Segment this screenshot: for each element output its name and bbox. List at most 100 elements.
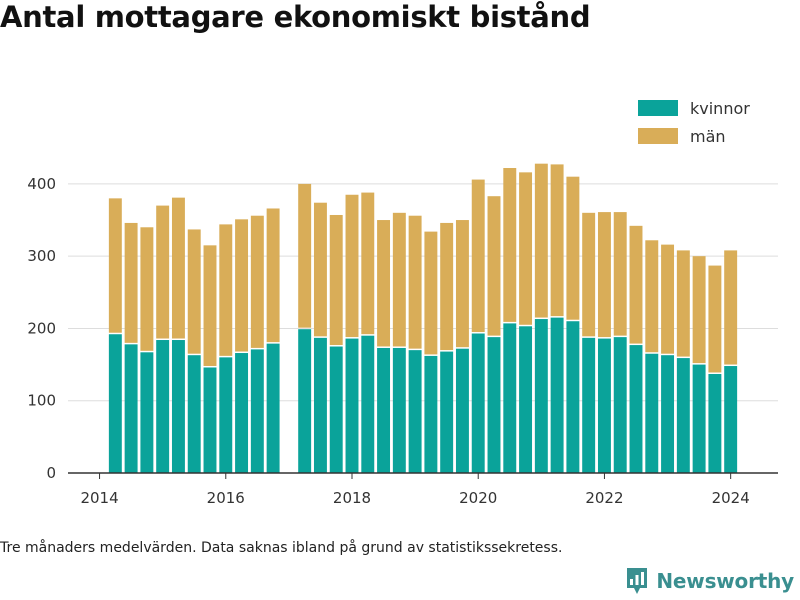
bar-kvinnor	[329, 346, 343, 473]
bar-kvinnor	[582, 337, 596, 473]
bar-man	[487, 196, 501, 336]
bar-kvinnor	[250, 349, 264, 473]
x-tick-label: 2014	[80, 489, 118, 507]
x-tick-label: 2022	[585, 489, 623, 507]
bar-kvinnor	[156, 340, 170, 473]
bar-man	[235, 219, 249, 352]
bar-kvinnor	[377, 347, 391, 473]
bar-man	[597, 212, 611, 338]
bar-man	[661, 244, 675, 354]
bar-man	[534, 163, 548, 318]
bar-man	[361, 192, 375, 335]
bar-kvinnor	[440, 351, 454, 473]
bar-kvinnor	[613, 337, 627, 473]
bar-man	[566, 176, 580, 320]
bar-man	[250, 215, 264, 348]
bar-man	[392, 212, 406, 347]
legend-label: kvinnor	[690, 99, 750, 118]
bar-kvinnor	[519, 326, 533, 473]
bar-kvinnor	[661, 355, 675, 473]
bar-man	[298, 183, 312, 328]
legend: kvinnor män	[630, 92, 770, 158]
bar-kvinnor	[266, 343, 280, 473]
footnote: Tre månaders medelvärden. Data saknas ib…	[0, 540, 563, 556]
bar-man	[550, 164, 564, 317]
bar-kvinnor	[108, 334, 122, 473]
bar-kvinnor	[487, 337, 501, 473]
bars	[108, 163, 738, 473]
bar-man	[329, 214, 343, 346]
y-tick-label: 200	[27, 319, 56, 337]
gridlines	[68, 183, 778, 402]
brand-logo[interactable]: Newsworthy	[625, 566, 794, 596]
bar-kvinnor	[597, 338, 611, 473]
bar-kvinnor	[503, 323, 517, 473]
bar-kvinnor	[298, 329, 312, 473]
y-tick-label: 400	[27, 175, 56, 193]
bar-kvinnor	[124, 344, 138, 473]
bar-man	[629, 225, 643, 344]
bar-kvinnor	[534, 319, 548, 473]
bar-man	[645, 240, 659, 353]
bar-kvinnor	[455, 348, 469, 473]
bar-man	[377, 220, 391, 347]
bar-kvinnor	[566, 321, 580, 473]
bar-man	[519, 172, 533, 325]
bar-kvinnor	[313, 337, 327, 473]
bar-kvinnor	[392, 347, 406, 473]
x-tick-label: 2018	[333, 489, 371, 507]
bar-chart: 0 100 200 300 400 2014 2016 2018 2020 2022 2024 kv…	[27, 92, 778, 507]
bar-kvinnor	[187, 355, 201, 473]
x-tick-label: 2016	[207, 489, 245, 507]
bar-man	[440, 222, 454, 351]
legend-swatch	[638, 128, 678, 144]
bar-man	[408, 215, 422, 349]
bar-kvinnor	[408, 350, 422, 473]
x-tick-label: 2020	[459, 489, 497, 507]
bar-kvinnor	[645, 353, 659, 473]
bar-kvinnor	[424, 355, 438, 473]
bar-kvinnor	[676, 358, 690, 473]
bar-man	[582, 212, 596, 337]
bar-kvinnor	[361, 335, 375, 473]
bar-kvinnor	[219, 357, 233, 473]
bar-kvinnor	[629, 345, 643, 473]
bar-man	[708, 265, 722, 373]
bar-man	[171, 197, 185, 339]
bar-man	[613, 212, 627, 336]
bar-man	[266, 208, 280, 343]
bar-man	[455, 220, 469, 348]
bar-man	[471, 179, 485, 333]
bar-man	[187, 229, 201, 354]
bar-man	[124, 222, 138, 343]
bar-man	[313, 202, 327, 337]
chart-title: Antal mottagare ekonomiskt bistånd	[0, 0, 591, 34]
bar-kvinnor	[345, 338, 359, 473]
bar-kvinnor	[471, 333, 485, 473]
bar-man	[108, 198, 122, 333]
bar-chart-pin-icon	[627, 568, 648, 594]
bar-man	[156, 205, 170, 339]
bar-kvinnor	[171, 340, 185, 473]
brand-name: Newsworthy	[656, 569, 794, 593]
bar-man	[724, 250, 738, 365]
bar-kvinnor	[724, 366, 738, 473]
bar-man	[140, 227, 154, 351]
bar-kvinnor	[235, 353, 249, 473]
y-tick-label: 300	[27, 247, 56, 265]
bar-man	[503, 168, 517, 322]
bar-kvinnor	[550, 317, 564, 473]
y-tick-label: 0	[46, 464, 56, 482]
legend-swatch	[638, 100, 678, 116]
x-tick-label: 2024	[712, 489, 750, 507]
bar-kvinnor	[692, 364, 706, 473]
bar-man	[692, 256, 706, 364]
bar-kvinnor	[203, 367, 217, 473]
bar-man	[345, 194, 359, 338]
bar-man	[203, 245, 217, 366]
bar-man	[219, 224, 233, 356]
legend-label: män	[690, 127, 726, 146]
bar-kvinnor	[140, 352, 154, 473]
bar-man	[424, 231, 438, 355]
bar-kvinnor	[708, 373, 722, 473]
